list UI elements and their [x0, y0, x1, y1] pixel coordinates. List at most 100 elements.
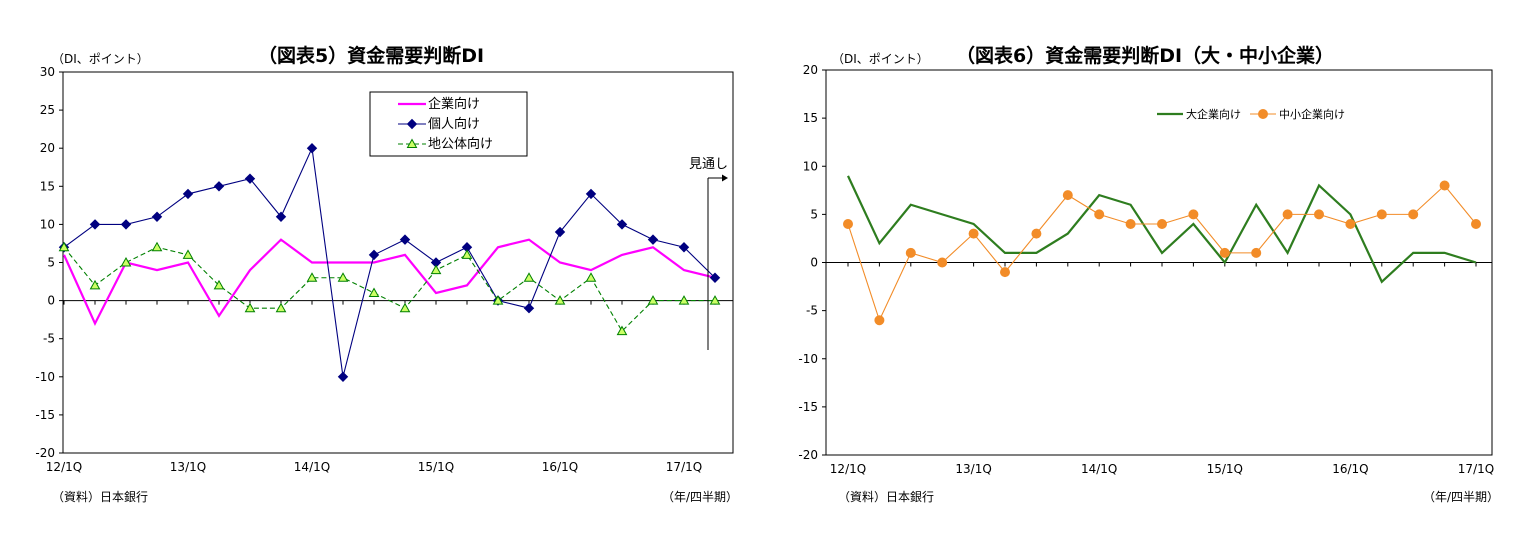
data-point: [306, 142, 318, 154]
y-tick-label: -10: [798, 352, 818, 366]
chart-plot-right: -20 -15 -10 -5 0 5 10 15 20 12/1Q 13/1Q 14/1Q 15/1Q 1…: [798, 63, 1494, 476]
data-point: [399, 234, 411, 245]
data-point: [1439, 180, 1450, 191]
data-point: [554, 295, 566, 305]
data-point: [120, 256, 132, 267]
data-point: [937, 257, 948, 268]
y-tick-label: 0: [47, 294, 55, 308]
data-point: [306, 272, 318, 282]
y-tick-label: 15: [40, 179, 55, 193]
chart-panel-left: （図表5）資金需要判断DI （DI、ポイント） -20 -15 -10 -5 0 5 10 1…: [35, 45, 739, 504]
data-point: [523, 303, 535, 314]
x-tick-label: 17/1Q: [666, 460, 702, 474]
data-point: [244, 302, 256, 313]
legend-marker: [1258, 109, 1268, 119]
data-point: [89, 279, 101, 290]
data-point: [461, 249, 473, 259]
data-point: [213, 181, 225, 192]
data-point: [1345, 219, 1356, 229]
legend-label: 企業向け: [428, 96, 480, 112]
data-point: [337, 272, 349, 282]
series-line: [62, 238, 716, 327]
legend-box: [369, 91, 528, 157]
data-point: [275, 211, 287, 222]
x-tick-label: 13/1Q: [955, 462, 991, 476]
data-point: [275, 302, 287, 313]
data-point: [1094, 209, 1105, 220]
data-point: [905, 247, 916, 258]
x-tick-label: 14/1Q: [294, 460, 330, 474]
data-point: [213, 279, 225, 290]
period-label: （年/四半期）: [1423, 490, 1500, 504]
data-point: [678, 242, 690, 253]
y-tick-label: -5: [43, 332, 55, 346]
data-point: [709, 295, 721, 305]
data-point: [843, 219, 853, 229]
x-tick-label: 12/1Q: [830, 462, 866, 476]
data-point: [1188, 209, 1199, 220]
data-point: [1282, 209, 1293, 220]
y-tick-label: 5: [810, 207, 818, 221]
legend-marker: [406, 138, 418, 148]
y-tick-label: -15: [35, 408, 55, 422]
x-tick-label: 14/1Q: [1081, 462, 1117, 476]
legend-label: 地公体向け: [428, 136, 493, 152]
x-tick-label: 13/1Q: [170, 460, 206, 474]
x-tick-label: 16/1Q: [542, 460, 578, 474]
x-tick-label: 15/1Q: [418, 460, 454, 474]
y-tick-label: -20: [35, 446, 55, 460]
period-label: （年/四半期）: [662, 490, 739, 504]
data-point: [1376, 209, 1387, 220]
y-tick-label: -5: [806, 304, 818, 318]
data-point: [1251, 247, 1262, 258]
data-point: [151, 241, 163, 252]
data-point: [1125, 219, 1136, 229]
y-tick-label: 10: [40, 217, 55, 231]
y-tick-label: 20: [803, 63, 818, 77]
forecast-arrow-head: [722, 174, 728, 182]
data-point: [968, 228, 979, 239]
data-point: [58, 241, 70, 252]
data-point: [492, 295, 504, 305]
chart-title: （図表5）資金需要判断DI: [258, 45, 485, 67]
series-line: [63, 246, 715, 332]
y-tick-label: 5: [47, 256, 55, 270]
data-point: [430, 264, 442, 275]
data-point: [151, 211, 163, 222]
y-axis-unit-label: （DI、ポイント）: [832, 52, 929, 66]
data-point: [585, 272, 597, 282]
chart-panel-right: （図表6）資金需要判断DI（大・中小企業） （DI、ポイント） -20 -15 -1…: [760, 0, 1519, 534]
data-point: [120, 219, 132, 230]
data-point: [554, 226, 566, 238]
chart-plot-left: -20 -15 -10 -5 0 5 10 15 20 25 30 12/1Q 13/1Q 14/1Q 15…: [35, 65, 734, 474]
legend-label: 中小企業向け: [1279, 107, 1345, 121]
y-tick-label: 15: [803, 111, 818, 125]
y-tick-label: 30: [40, 65, 55, 79]
y-tick-label: 25: [40, 103, 55, 117]
data-point: [182, 249, 194, 259]
source-label: （資料）日本銀行: [838, 490, 935, 504]
forecast-label: 見通し: [689, 157, 728, 172]
y-axis-unit-label: （DI、ポイント）: [52, 52, 149, 66]
legend-label: 大企業向け: [1186, 107, 1241, 121]
data-point: [874, 315, 885, 326]
series-line: [847, 175, 1477, 284]
data-point: [585, 188, 597, 200]
y-tick-label: -10: [35, 370, 55, 384]
x-tick-label: 15/1Q: [1207, 462, 1243, 476]
data-point: [1471, 219, 1481, 229]
y-tick-label: -20: [798, 448, 818, 462]
data-point: [1157, 219, 1167, 229]
y-tick-label: 10: [803, 159, 818, 173]
legend-label: 個人向け: [428, 116, 480, 132]
data-point: [647, 234, 659, 245]
data-point: [616, 219, 628, 230]
data-point: [1000, 267, 1010, 278]
x-tick-label: 17/1Q: [1458, 462, 1494, 476]
data-point: [368, 249, 380, 261]
data-point: [647, 295, 659, 305]
data-point: [89, 219, 101, 230]
data-point: [1219, 247, 1230, 258]
series-line: [63, 146, 716, 377]
data-point: [709, 272, 721, 283]
